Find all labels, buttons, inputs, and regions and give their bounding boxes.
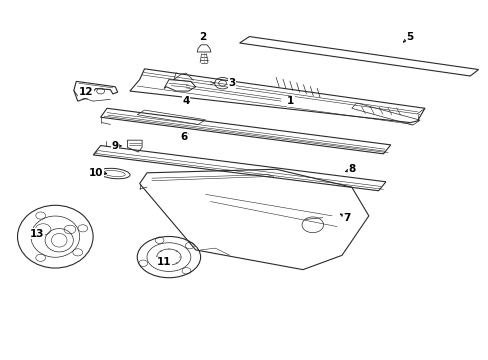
Text: 1: 1 <box>286 96 294 106</box>
Text: 10: 10 <box>88 168 103 178</box>
Text: 9: 9 <box>111 141 119 151</box>
Text: 2: 2 <box>199 32 206 41</box>
Text: 6: 6 <box>180 132 187 142</box>
Text: 8: 8 <box>347 164 355 174</box>
Text: 3: 3 <box>228 78 235 88</box>
Text: 11: 11 <box>157 257 171 267</box>
Text: 7: 7 <box>343 213 350 222</box>
Text: 4: 4 <box>182 96 189 106</box>
Text: 5: 5 <box>406 32 413 41</box>
Text: 12: 12 <box>79 87 93 97</box>
Text: 13: 13 <box>30 229 44 239</box>
